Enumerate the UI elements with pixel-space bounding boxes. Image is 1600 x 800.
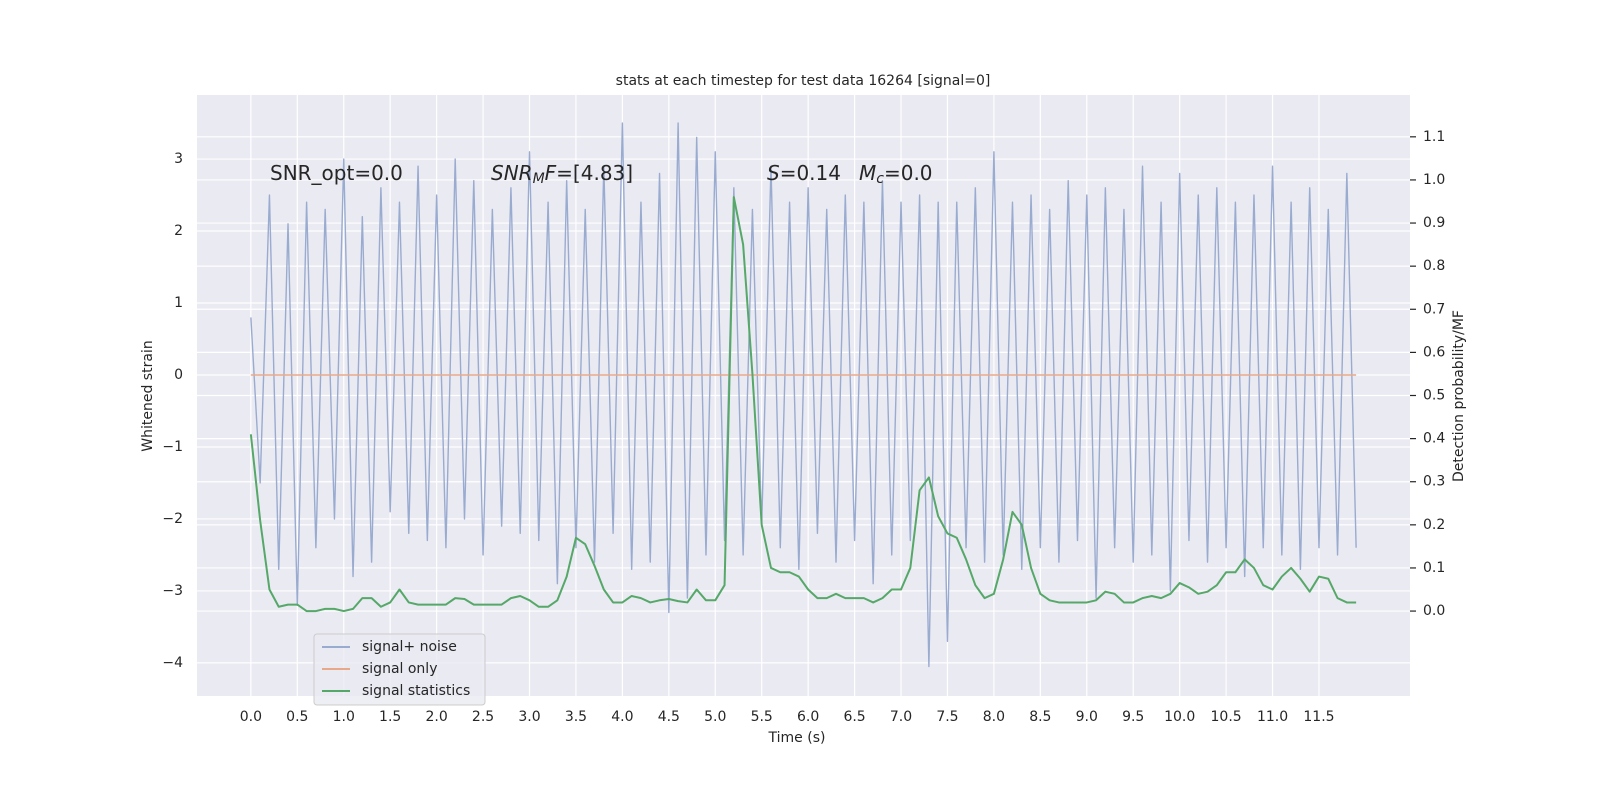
y2-tick-label: 0.1 — [1423, 560, 1445, 576]
annotation-part: M — [533, 171, 545, 187]
x-tick-label: 10.0 — [1164, 709, 1195, 725]
legend-label: signal+ noise — [362, 639, 457, 655]
series-line — [249, 196, 1357, 613]
x-tick-label: 7.0 — [890, 709, 912, 725]
annotation-part: =0.0 — [884, 161, 933, 185]
x-tick-label: 8.5 — [1029, 709, 1051, 725]
legend-label: signal statistics — [362, 683, 470, 699]
x-tick-label: 11.5 — [1303, 709, 1334, 725]
x-axis-label: Time (s) — [768, 730, 826, 746]
y-axis-label: Whitened strain — [140, 340, 156, 451]
x-tick-label: 7.5 — [936, 709, 958, 725]
annotation: Mc=0.0 — [859, 161, 933, 188]
y-tick-label: −2 — [162, 511, 183, 527]
x-tick-label: 2.5 — [472, 709, 494, 725]
x-tick-label: 9.5 — [1122, 709, 1144, 725]
y2-tick-label: 0.5 — [1423, 388, 1445, 404]
y2-tick-label: 0.6 — [1423, 344, 1445, 360]
x-tick-label: 4.5 — [658, 709, 680, 725]
y2-tick-label: 0.2 — [1423, 517, 1445, 533]
legend: signal+ noise signal only signal statistic… — [313, 633, 486, 706]
y2-tick-label: 0.0 — [1423, 603, 1445, 619]
y2-tick-label: 0.4 — [1423, 431, 1445, 447]
annotation-part: S — [767, 161, 780, 185]
annotation: SNRMF=[4.83] — [491, 161, 633, 188]
y-tick-label: 1 — [174, 295, 183, 311]
x-tick-label: 10.5 — [1211, 709, 1242, 725]
y2-tick-label: 0.7 — [1423, 301, 1445, 317]
x-tick-label: 1.0 — [333, 709, 355, 725]
y-tick-label: −3 — [162, 583, 183, 599]
y2-axis-label: Detection probability/MF — [1451, 310, 1467, 482]
x-tick-label: 11.0 — [1257, 709, 1288, 725]
y2-tick-label: 0.9 — [1423, 215, 1445, 231]
x-tick-label: 0.0 — [240, 709, 262, 725]
annotation-part: F — [545, 161, 557, 185]
x-tick-label: 4.0 — [611, 709, 633, 725]
y2-tick-label: 0.3 — [1423, 474, 1445, 490]
x-tick-label: 6.5 — [843, 709, 865, 725]
y-tick-label: 2 — [174, 223, 183, 239]
y2-tick-label: 0.8 — [1423, 258, 1445, 274]
labels: 0.0 0.5 1.0 1.5 2.0 2.5 3.0 3.5 4.0 4.5 5.0 5.5 6.0 6… — [162, 129, 1445, 725]
x-tick-label: 2.0 — [425, 709, 447, 725]
annotation-part: M — [859, 161, 876, 185]
y-tick-label: −4 — [162, 655, 183, 671]
x-tick-label: 8.0 — [983, 709, 1005, 725]
annotation-part: =0.14 — [780, 161, 841, 185]
x-tick-label: 5.0 — [704, 709, 726, 725]
legend-label: signal only — [362, 661, 437, 677]
y-tick-label: 0 — [174, 367, 183, 383]
y-tick-label: 3 — [174, 151, 183, 167]
y2-tick-label: 1.1 — [1423, 129, 1445, 145]
annotation-part: SNR_opt=0.0 — [270, 161, 403, 185]
annotation: S=0.14 — [767, 161, 841, 185]
x-tick-label: 3.0 — [518, 709, 540, 725]
series-line — [250, 122, 1357, 668]
x-tick-label: 0.5 — [286, 709, 308, 725]
annotation-part: SNR — [491, 161, 533, 185]
chart-title: stats at each timestep for test data 162… — [616, 73, 991, 89]
annotation: SNR_opt=0.0 — [270, 161, 403, 185]
y-tick-label: −1 — [162, 439, 183, 455]
legend-box — [313, 633, 486, 706]
y2-tick-label: 1.0 — [1423, 172, 1445, 188]
x-tick-label: 3.5 — [565, 709, 587, 725]
x-tick-label: 9.0 — [1076, 709, 1098, 725]
annotation-part: c — [876, 171, 884, 187]
x-tick-label: 6.0 — [797, 709, 819, 725]
marks — [249, 122, 1357, 668]
x-tick-label: 5.5 — [751, 709, 773, 725]
annotation-part: =[4.83] — [556, 161, 633, 185]
x-tick-label: 1.5 — [379, 709, 401, 725]
